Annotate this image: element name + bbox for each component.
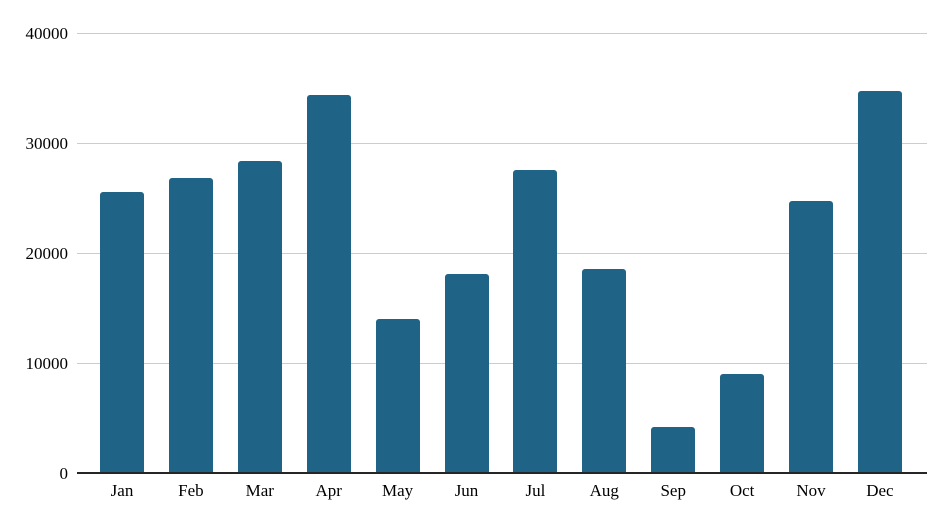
bar-feb: [168, 178, 213, 473]
y-tick-label-20000: 20000: [25, 244, 69, 263]
bar-apr: [306, 95, 351, 473]
y-tick-label-30000: 30000: [25, 134, 69, 153]
y-tick-label-40000: 40000: [25, 24, 69, 43]
x-tick-label-dec: Dec: [866, 481, 894, 500]
gridline-20000: [77, 252, 927, 254]
x-tick-label-feb: Feb: [178, 481, 204, 500]
x-tick-label-jul: Jul: [525, 481, 546, 500]
x-tick-label-may: May: [382, 481, 414, 500]
x-tick-label-apr: Apr: [315, 481, 342, 500]
x-tick-label-oct: Oct: [729, 481, 755, 500]
x-tick-label-mar: Mar: [245, 481, 274, 500]
bar-aug: [582, 269, 627, 473]
bar-jan: [100, 192, 144, 473]
x-axis-line: [77, 472, 927, 474]
gridline-40000: [77, 32, 927, 34]
gridline-30000: [77, 142, 927, 144]
x-tick-label-jan: Jan: [110, 481, 134, 500]
bar-jul: [513, 170, 558, 473]
x-tick-label-nov: Nov: [796, 481, 826, 500]
bar-mar: [237, 161, 282, 473]
y-tick-label-10000: 10000: [25, 354, 69, 373]
bar-dec: [857, 91, 902, 473]
x-tick-label-sep: Sep: [660, 481, 686, 500]
bar-sep: [651, 427, 696, 473]
bar-oct: [720, 374, 765, 473]
bar-may: [375, 319, 420, 473]
y-tick-label-0: 0: [59, 464, 69, 483]
bar-nov: [789, 201, 833, 473]
x-tick-label-jun: Jun: [454, 481, 479, 500]
bar-jun: [444, 274, 489, 473]
x-tick-label-aug: Aug: [589, 481, 619, 500]
gridline-10000: [77, 362, 927, 364]
